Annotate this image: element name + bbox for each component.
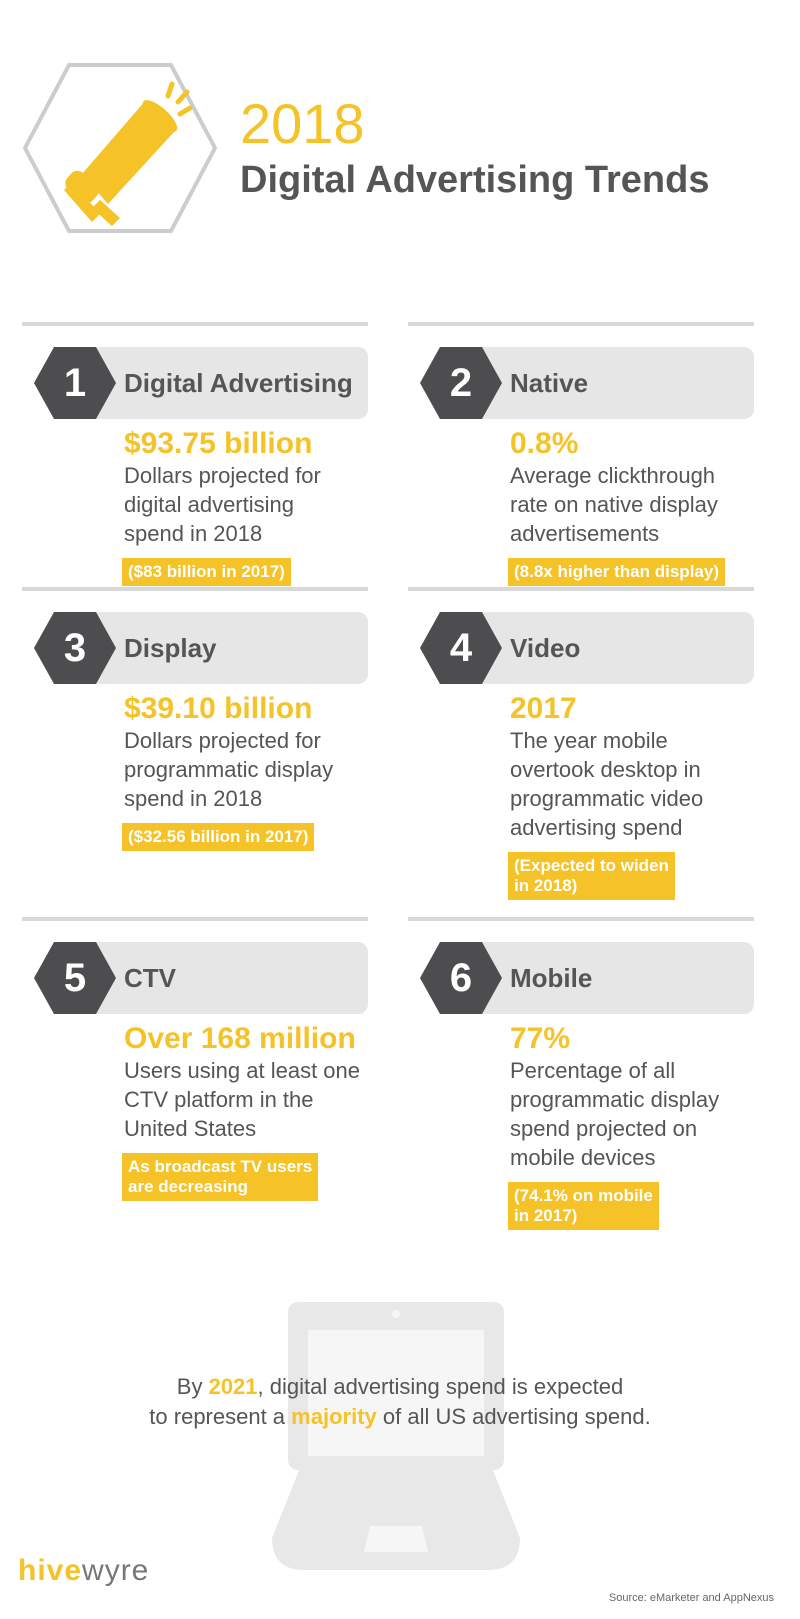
description-line: programmatic display (510, 1087, 720, 1112)
megaphone-icon (64, 81, 193, 226)
note-line: (Expected to widen (514, 856, 669, 875)
description-line: advertising spend (510, 815, 683, 840)
section-label: CTV (124, 963, 176, 993)
number-hexagon (34, 612, 116, 684)
description-line: overtook desktop in (510, 757, 701, 782)
section-stat: 2017 (510, 692, 577, 725)
section-description: The year mobile overtook desktop in progra… (510, 726, 703, 842)
section-label: Video (510, 633, 581, 663)
description-line: advertisements (510, 521, 660, 546)
section-divider (22, 587, 368, 591)
section-description: Dollars projected for digital advertising… (124, 461, 321, 548)
description-line: digital advertising (124, 492, 294, 517)
description-line: programmatic display (124, 757, 334, 782)
section-stat: 77% (510, 1022, 571, 1055)
section-divider (22, 917, 368, 921)
section-stat: 0.8% (510, 427, 579, 460)
footer-text-part: , digital advertising spend is expected (257, 1374, 624, 1399)
section-number: 3 (63, 626, 87, 670)
note-line: ($32.56 billion in 2017) (128, 827, 309, 846)
section-label: Display (124, 633, 217, 663)
section-label: Native (510, 368, 589, 398)
section-number: 2 (449, 361, 473, 405)
description-line: Dollars projected for (124, 728, 321, 753)
section-number: 6 (449, 956, 473, 1000)
description-line: rate on native display (510, 492, 718, 517)
logo-wyre: wyre (82, 1554, 150, 1587)
section-note-badge: ($32.56 billion in 2017) (122, 823, 315, 851)
footer-line-2: to represent a majority of all US advert… (0, 1402, 800, 1432)
description-line: mobile devices (510, 1145, 656, 1170)
section-note-badge: (8.8x higher than display) (508, 558, 725, 586)
section-divider (408, 587, 754, 591)
description-line: CTV platform in the (124, 1087, 314, 1112)
footer-text-part: of all US advertising spend. (376, 1404, 651, 1429)
footer-highlight-majority: majority (291, 1404, 377, 1429)
section-note-badge: (74.1% on mobile in 2017) (508, 1182, 659, 1230)
source-note: Source: eMarketer and AppNexus (608, 1592, 774, 1604)
logo-hive: hive (18, 1554, 83, 1587)
note-line: in 2018) (514, 876, 578, 895)
description-line: spend in 2018 (124, 521, 263, 546)
section-divider (408, 917, 754, 921)
section-divider (22, 322, 368, 326)
description-line: Percentage of all (510, 1058, 676, 1083)
section-divider (408, 322, 754, 326)
laptop-icon (272, 1468, 520, 1570)
description-line: Dollars projected for (124, 463, 321, 488)
number-hexagon (420, 612, 502, 684)
description-line: The year mobile (510, 728, 668, 753)
description-line: programmatic video (510, 786, 704, 811)
number-hexagon (34, 347, 116, 419)
note-line: are decreasing (128, 1177, 249, 1196)
header-year: 2018 (240, 92, 365, 155)
section-label: Digital Advertising (124, 368, 353, 398)
note-line: (74.1% on mobile (514, 1186, 653, 1205)
note-line: in 2017) (514, 1206, 578, 1225)
note-line: (8.8x higher than display) (514, 562, 719, 581)
section-description: Users using at least one CTV platform in … (124, 1056, 360, 1143)
section-note-badge: As broadcast TV users are decreasing (122, 1153, 319, 1201)
description-line: Average clickthrough (510, 463, 716, 488)
description-line: United States (124, 1116, 257, 1141)
note-line: As broadcast TV users (128, 1157, 313, 1176)
section-number: 1 (63, 361, 87, 405)
section-number: 4 (449, 626, 473, 670)
description-line: spend projected on (510, 1116, 698, 1141)
description-line: Users using at least one (124, 1058, 361, 1083)
number-hexagon (420, 347, 502, 419)
footer-line-1: By 2021, digital advertising spend is ex… (0, 1372, 800, 1402)
section-description: Average clickthrough rate on native displ… (510, 461, 718, 548)
footer-statement: By 2021, digital advertising spend is ex… (0, 1372, 800, 1432)
section-note-badge: (Expected to widen in 2018) (508, 852, 675, 900)
section-label: Mobile (510, 963, 593, 993)
section-description: Percentage of all programmatic display spe… (510, 1056, 719, 1172)
note-line: ($83 billion in 2017) (128, 562, 285, 581)
number-hexagon (34, 942, 116, 1014)
laptop-display (308, 1330, 484, 1456)
footer-text-part: to represent a (149, 1404, 292, 1429)
section-stat: Over 168 million (124, 1022, 356, 1055)
section-note-badge: ($83 billion in 2017) (122, 558, 291, 586)
section-number: 5 (63, 956, 87, 1000)
page-title: Digital Advertising Trends (240, 159, 710, 201)
laptop-camera (392, 1310, 400, 1318)
footer-text-part: By (176, 1374, 209, 1399)
section-stat: $93.75 billion (124, 427, 313, 460)
header-hexagon (22, 63, 218, 233)
description-line: spend in 2018 (124, 786, 263, 811)
number-hexagon (420, 942, 502, 1014)
hivewyre-logo: hivewyre (18, 1556, 149, 1586)
section-stat: $39.10 billion (124, 692, 313, 725)
section-description: Dollars projected for programmatic displa… (124, 726, 333, 813)
footer-highlight-year: 2021 (208, 1374, 258, 1399)
